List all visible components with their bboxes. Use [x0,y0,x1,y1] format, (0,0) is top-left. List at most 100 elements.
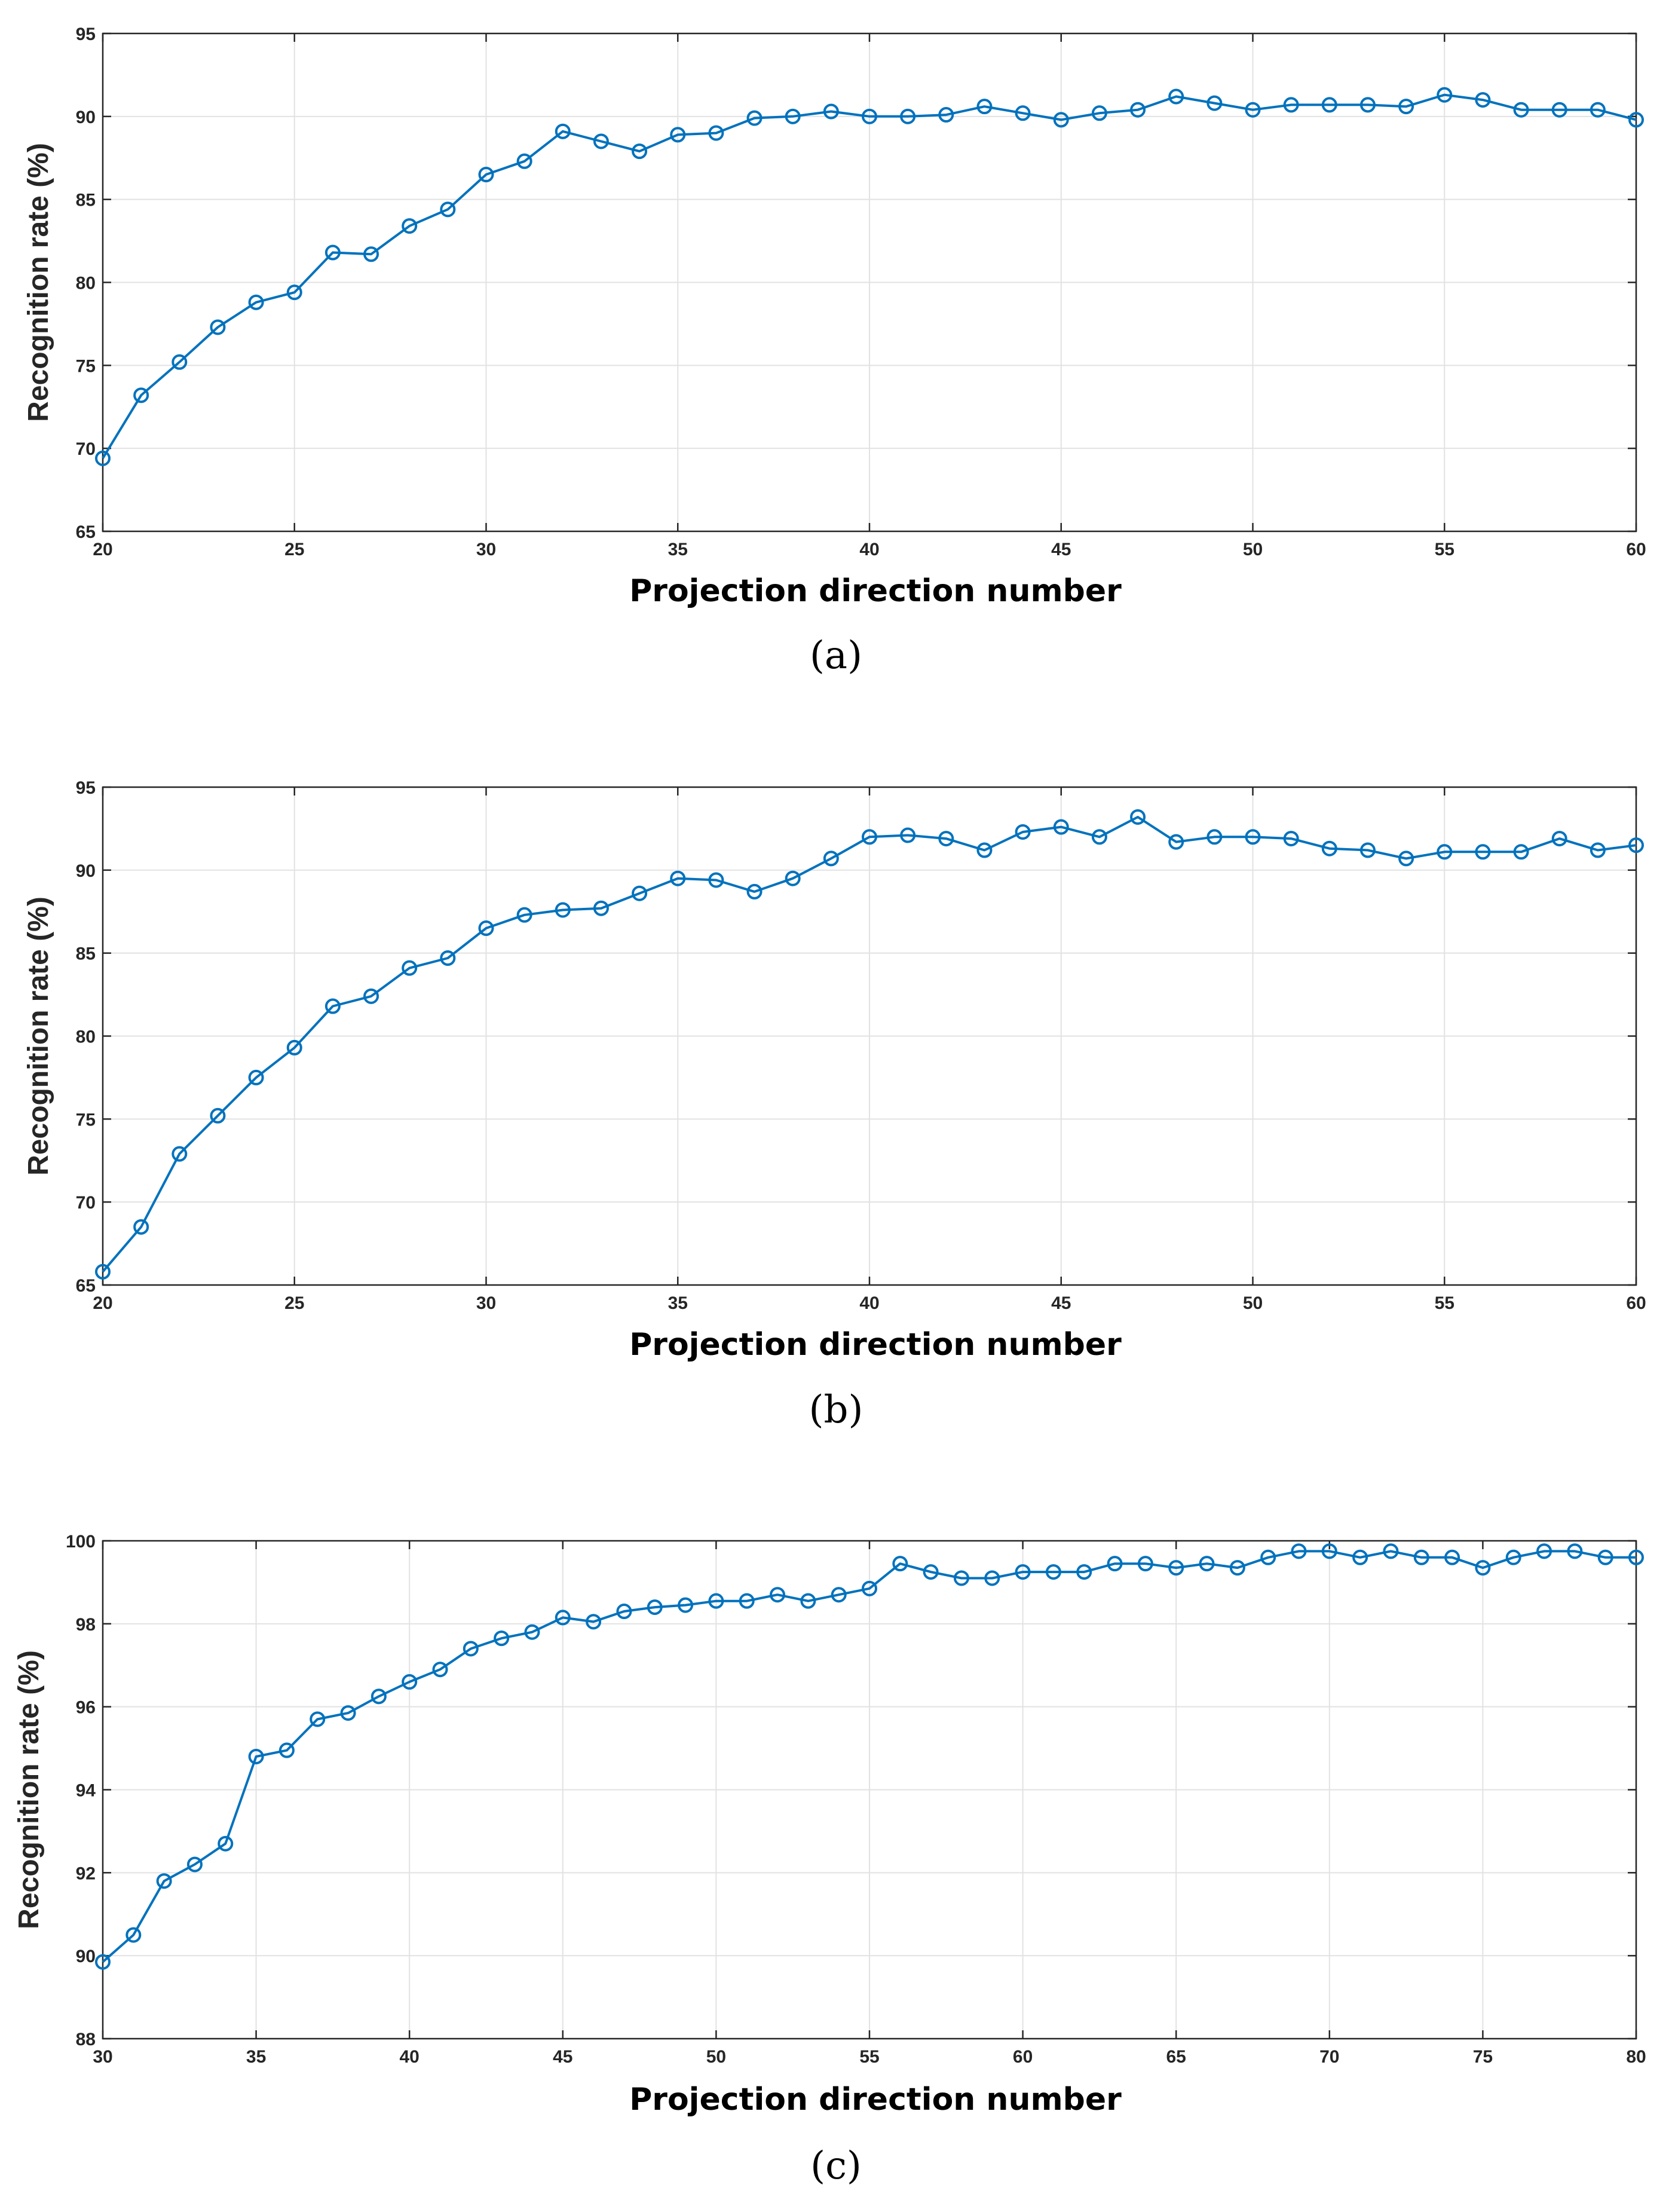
data-point [746,883,762,900]
y-tick-label: 98 [76,1615,96,1635]
data-point [938,107,954,123]
x-tick-label: 25 [284,1293,304,1313]
data-point [1567,1543,1583,1559]
x-tick-label: 60 [1013,2047,1033,2067]
x-tick-label: 55 [1435,540,1454,559]
data-point [1321,97,1337,113]
data-point [1590,102,1606,118]
data-point [1352,1549,1368,1565]
x-tick-label: 50 [706,2047,726,2067]
data-point [1383,1543,1399,1559]
x-tick-label: 50 [1243,1293,1263,1313]
data-point [172,1146,188,1162]
data-point [1321,1543,1337,1559]
data-point [1475,92,1491,108]
y-tick-label: 70 [76,1193,96,1213]
data-point [1513,844,1529,860]
y-tick-label: 90 [76,108,96,127]
data-point [95,1263,111,1280]
data-point [172,354,188,370]
x-tick-label: 70 [1319,2047,1339,2067]
data-point [593,900,609,916]
data-point [1076,1564,1092,1580]
data-point [286,284,302,301]
data-point [708,1593,724,1609]
y-tick-label: 92 [76,1864,96,1883]
x-axis-label: Projection direction number [629,2082,1122,2118]
series-line [102,816,1637,1273]
data-point [1475,844,1491,860]
data-point [800,1593,816,1609]
data-point [1505,1549,1521,1565]
data-point [133,387,149,403]
chart-panel-c: 30 35 40 45 50 55 60 65 70 75 80 88 90 92 94 96 98 100 Pro… [13,1532,1646,2188]
x-axis-label: Projection direction number [629,573,1122,609]
data-point [1590,842,1606,858]
y-tick-label: 65 [76,1276,96,1296]
x-tick-label: 55 [1435,1293,1454,1313]
series-line [102,93,1637,459]
data-point [1437,844,1453,860]
data-point [647,1599,663,1616]
x-tick-label: 20 [93,1293,112,1313]
data-point [823,850,839,867]
data-point [1015,1564,1031,1580]
data-point [1291,1543,1307,1559]
data-point [1475,1560,1491,1576]
panel-caption: (a) [810,634,862,678]
data-point [1359,97,1376,113]
data-point [900,827,916,843]
chart-panel-b: 20 25 30 35 40 45 50 55 60 65 70 75 80 85 90 95 Projecti… [23,778,1646,1432]
data-point [1321,840,1337,856]
data-point [555,1610,571,1626]
y-tick-label: 100 [66,1532,96,1552]
data-point [1053,819,1069,835]
data-point [440,201,456,218]
y-tick-label: 95 [76,25,96,44]
data-point [900,108,916,124]
data-point [1437,87,1453,103]
data-point [1206,95,1223,111]
x-tick-label: 40 [859,540,879,559]
data-point [494,1630,510,1647]
y-tick-label: 90 [76,861,96,881]
x-tick-label: 45 [1051,1293,1071,1313]
data-point [1130,102,1146,118]
data-point [1137,1556,1153,1572]
x-tick-label: 65 [1166,2047,1186,2067]
data-point [524,1624,540,1640]
x-tick-label: 80 [1626,2047,1646,2067]
y-tick-label: 96 [76,1698,96,1718]
data-point [862,108,877,124]
data-point [370,1688,387,1705]
data-point [1628,112,1644,128]
data-point [432,1662,448,1678]
data-point [463,1641,479,1657]
data-point [1245,829,1261,845]
data-point [324,998,341,1014]
data-point [1015,824,1031,840]
data-point [785,870,801,886]
y-tick-label: 85 [76,944,96,964]
x-tick-label: 60 [1626,540,1646,559]
data-point [1398,850,1414,867]
y-tick-label: 70 [76,439,96,459]
data-point [1283,831,1299,847]
panel-caption: (c) [810,2144,862,2188]
panel-caption: (b) [809,1388,863,1432]
data-point [823,103,839,120]
data-point [938,831,954,847]
data-point [593,133,609,149]
data-point [324,244,341,261]
data-point [1168,88,1184,105]
x-tick-label: 60 [1626,1293,1646,1313]
data-point [1628,1549,1644,1565]
data-point [1045,1564,1061,1580]
data-point [984,1570,1000,1586]
data-point [310,1711,326,1727]
data-point [1551,831,1567,847]
x-tick-label: 40 [859,1293,879,1313]
data-point [1398,99,1414,115]
data-point [1199,1556,1215,1572]
